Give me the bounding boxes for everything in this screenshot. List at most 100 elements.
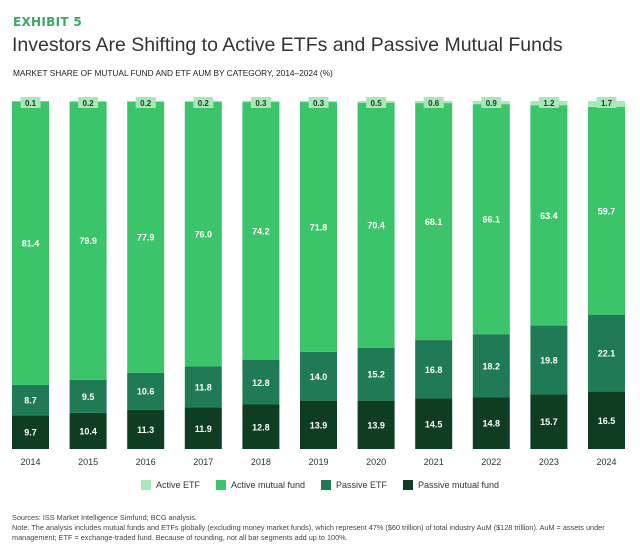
data-label: 0.3 bbox=[255, 99, 267, 108]
x-tick-label: 2017 bbox=[193, 457, 213, 467]
data-label: 1.2 bbox=[543, 99, 555, 108]
bar-segment-passive-mutual-fund bbox=[357, 400, 395, 449]
bar-segment-passive-etf bbox=[472, 334, 510, 398]
bar-segment-active-mutual-fund bbox=[588, 106, 625, 315]
data-label: 68.1 bbox=[425, 217, 443, 227]
exhibit-label: EXHIBIT 5 bbox=[13, 15, 82, 29]
data-label: 0.9 bbox=[486, 99, 498, 108]
label-box bbox=[481, 97, 502, 108]
x-tick-label: 2023 bbox=[539, 457, 559, 467]
bar-segment-passive-etf bbox=[357, 347, 395, 401]
bar-segment-passive-mutual-fund bbox=[472, 397, 510, 449]
bar-segment-passive-mutual-fund bbox=[12, 415, 49, 449]
data-label: 9.5 bbox=[82, 392, 95, 402]
data-label: 14.8 bbox=[483, 419, 501, 429]
data-label: 8.7 bbox=[24, 396, 37, 406]
bar-segment-passive-etf bbox=[127, 372, 165, 410]
legend-item-active-mutual-fund: Active mutual fund bbox=[215, 480, 305, 490]
data-label: 16.5 bbox=[598, 416, 616, 426]
data-label: 18.2 bbox=[483, 361, 501, 371]
data-label: 14.5 bbox=[425, 419, 443, 429]
bar-segment-passive-mutual-fund bbox=[588, 391, 625, 449]
bar-segment-passive-etf bbox=[242, 360, 280, 405]
data-label: 12.8 bbox=[252, 378, 270, 388]
legend-swatch bbox=[140, 480, 151, 490]
bar-segment-active-mutual-fund bbox=[127, 101, 165, 373]
x-tick-label: 2016 bbox=[136, 457, 156, 467]
data-label: 63.4 bbox=[540, 211, 558, 221]
data-label: 11.8 bbox=[195, 382, 212, 392]
bar-segment-passive-mutual-fund bbox=[242, 404, 280, 449]
data-label: 0.5 bbox=[371, 99, 383, 108]
data-label: 15.2 bbox=[367, 370, 385, 380]
stacked-bar-chart: 9.7 8.7 81.4 0.1 2014 10.4 9.5 79.9 0.2 2015 11.3 1… bbox=[12, 97, 625, 467]
bar-segment-passive-mutual-fund bbox=[127, 409, 165, 449]
data-label: 22.1 bbox=[598, 349, 616, 359]
x-tick-label: 2020 bbox=[366, 457, 386, 467]
label-box bbox=[538, 97, 559, 108]
legend-label: Passive ETF bbox=[336, 480, 388, 490]
footnotes: Sources: ISS Market Intelligence Simfund… bbox=[12, 513, 632, 543]
data-label: 0.2 bbox=[198, 99, 210, 108]
label-box bbox=[135, 97, 156, 108]
x-tick-label: 2024 bbox=[596, 457, 616, 467]
note-text: Note: The analysis includes mutual funds… bbox=[12, 523, 605, 542]
legend-swatch bbox=[215, 480, 226, 490]
bar-segment-active-mutual-fund bbox=[184, 101, 222, 367]
legend: Active ETF Active mutual fund Passive ETF P… bbox=[0, 480, 640, 490]
data-label: 14.0 bbox=[310, 372, 328, 382]
bar-segment-active-mutual-fund bbox=[12, 101, 49, 385]
data-label: 81.4 bbox=[22, 239, 40, 249]
label-box bbox=[366, 97, 387, 108]
data-label: 11.9 bbox=[195, 424, 212, 434]
legend-item-active-etf: Active ETF bbox=[140, 480, 200, 490]
label-box bbox=[193, 97, 214, 108]
legend-label: Passive mutual fund bbox=[418, 480, 500, 490]
x-tick-label: 2015 bbox=[78, 457, 98, 467]
bar-segment-passive-etf bbox=[69, 379, 107, 413]
bar-segment-passive-mutual-fund bbox=[184, 407, 222, 449]
data-label: 0.2 bbox=[140, 99, 152, 108]
bar-segment-passive-etf bbox=[300, 351, 337, 401]
data-label: 71.8 bbox=[310, 222, 328, 232]
label-box bbox=[250, 97, 271, 108]
label-box bbox=[308, 97, 329, 108]
label-box bbox=[596, 97, 617, 108]
sources-text: Sources: ISS Market Intelligence Simfund… bbox=[12, 513, 197, 522]
label-box bbox=[423, 97, 444, 108]
data-label: 13.9 bbox=[367, 420, 385, 430]
data-label: 1.7 bbox=[601, 99, 613, 108]
x-tick-label: 2021 bbox=[424, 457, 444, 467]
bar-segment-passive-mutual-fund bbox=[530, 394, 568, 449]
legend-label: Active mutual fund bbox=[230, 480, 305, 490]
bar-segment-active-mutual-fund bbox=[300, 102, 337, 352]
bar-segment-active-mutual-fund bbox=[415, 103, 453, 341]
legend-swatch bbox=[403, 480, 414, 490]
label-box bbox=[78, 97, 99, 108]
data-label: 66.1 bbox=[483, 215, 501, 225]
data-label: 16.8 bbox=[425, 365, 443, 375]
data-label: 77.9 bbox=[137, 233, 155, 243]
legend-label: Active ETF bbox=[155, 480, 200, 490]
chart-title: MARKET SHARE OF MUTUAL FUND AND ETF AUM … bbox=[13, 68, 333, 78]
data-label: 10.4 bbox=[79, 426, 97, 436]
data-label: 12.8 bbox=[252, 422, 270, 432]
bar-segment-active-mutual-fund bbox=[242, 102, 280, 361]
bar-segment-passive-etf bbox=[184, 366, 222, 408]
data-label: 10.6 bbox=[137, 387, 155, 397]
legend-item-passive-etf: Passive ETF bbox=[321, 480, 387, 490]
bar-segment-active-mutual-fund bbox=[472, 104, 510, 335]
bar-segment-passive-mutual-fund bbox=[300, 400, 337, 449]
data-label: 0.3 bbox=[313, 99, 325, 108]
x-tick-label: 2014 bbox=[20, 457, 40, 467]
data-label: 13.9 bbox=[310, 420, 328, 430]
data-label: 0.6 bbox=[428, 99, 440, 108]
data-label: 79.9 bbox=[79, 236, 97, 246]
data-label: 0.1 bbox=[25, 99, 37, 108]
data-label: 76.0 bbox=[195, 230, 213, 240]
bar-segment-active-mutual-fund bbox=[357, 102, 395, 348]
bar-segment-passive-etf bbox=[415, 340, 453, 399]
x-tick-label: 2018 bbox=[251, 457, 271, 467]
data-label: 9.7 bbox=[24, 428, 37, 438]
